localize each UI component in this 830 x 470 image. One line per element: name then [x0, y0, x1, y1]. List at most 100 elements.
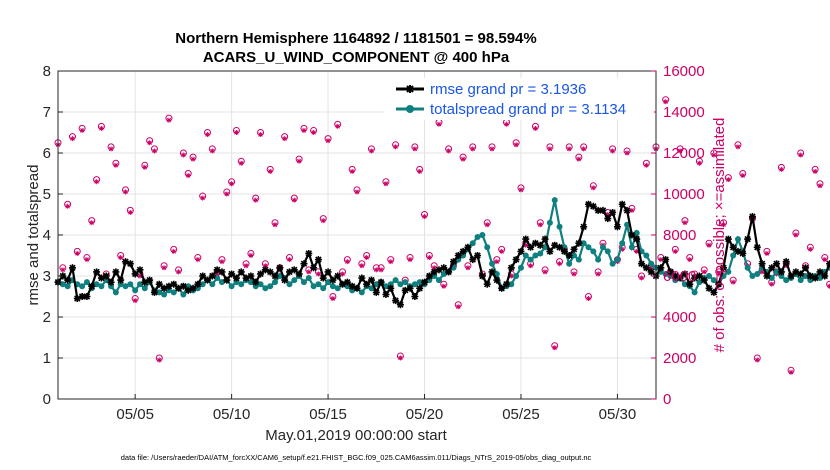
obs-assimilated-point: [643, 162, 649, 168]
rmse-point: [102, 272, 110, 280]
obs-assimilated-point: [340, 271, 346, 277]
totalspread-point: [199, 281, 206, 288]
rmse-point: [88, 282, 96, 290]
y-axis-right-ticks: 0 2000 4000 6000 8000 10000 12000 14000 16000: [651, 63, 705, 408]
rmse-point: [382, 290, 390, 298]
rmse-point: [117, 276, 125, 284]
obs-assimilated-point: [161, 265, 167, 271]
totalspread-point: [546, 219, 553, 226]
y-tick-label: 5: [43, 186, 51, 203]
obs-assimilated-point: [422, 214, 428, 220]
obs-assimilated-point: [812, 168, 818, 174]
rmse-point: [204, 276, 211, 284]
rmse-point: [541, 235, 549, 243]
rmse-point: [416, 284, 424, 292]
totalspread-point: [522, 252, 529, 259]
obs-assimilated-point: [65, 203, 71, 209]
obs-assimilated-point: [233, 130, 239, 135]
rmse-point: [401, 286, 409, 294]
y2-axis-label: # of obs: o=possible; ×=assimilated: [711, 118, 728, 353]
obs-assimilated-point: [224, 191, 230, 197]
rmse-point: [107, 278, 115, 286]
rmse-point: [729, 243, 737, 251]
obs-assimilated-point: [571, 271, 577, 277]
y-tick-label: 2: [43, 309, 51, 326]
rmse-point: [671, 272, 679, 280]
rmse-point: [753, 243, 761, 251]
obs-assimilated-point: [523, 242, 529, 248]
totalspread-point: [411, 281, 418, 288]
obs-assimilated-point: [349, 168, 355, 174]
obs-assimilated-point: [205, 132, 210, 138]
rmse-point: [189, 284, 197, 292]
legend-spread-marker: [406, 105, 414, 113]
rmse-point: [464, 243, 472, 251]
obs-assimilated-point: [171, 248, 177, 254]
obs-assimilated-point: [79, 127, 85, 133]
obs-assimilated-point: [470, 146, 476, 152]
obs-assimilated-point: [176, 269, 182, 275]
obs-assimilated-point: [576, 156, 582, 162]
rmse-point: [170, 280, 178, 288]
obs-assimilated-point: [74, 250, 80, 256]
rmse-point: [773, 260, 781, 268]
obs-assimilated-point: [190, 156, 196, 162]
rmse-point: [666, 268, 674, 276]
rmse-point: [257, 270, 265, 278]
totalspread-point: [247, 279, 254, 286]
y2-tick-label: 14000: [663, 104, 705, 121]
obs-assimilated-point: [431, 265, 437, 271]
rmse-point: [503, 280, 510, 288]
rmse-point: [64, 276, 72, 284]
obs-assimilated-point: [817, 183, 823, 189]
rmse-point: [493, 276, 501, 284]
totalspread-point: [595, 256, 602, 263]
y2-tick-label: 6000: [663, 268, 696, 285]
obs-assimilated-point: [426, 255, 432, 261]
obs-assimilated-point: [248, 253, 254, 258]
obs-assimilated-point: [320, 218, 326, 224]
totalspread-point: [537, 250, 544, 257]
rmse-point: [676, 274, 684, 282]
rmse-point: [536, 241, 544, 249]
rmse-point: [445, 268, 453, 276]
rmse-point: [276, 264, 284, 272]
rmse-point: [777, 268, 785, 276]
totalspread-point: [599, 244, 606, 251]
totalspread-point: [112, 289, 119, 296]
totalspread-point: [734, 236, 741, 243]
rmse-point: [657, 264, 665, 272]
rmse-point: [218, 268, 226, 276]
totalspread-point: [83, 279, 90, 286]
totalspread-point: [590, 248, 597, 255]
rmse-point: [430, 268, 438, 276]
totalspread-point: [532, 252, 539, 259]
totalspread-point: [315, 281, 322, 288]
obs-assimilated-point: [315, 271, 321, 277]
obs-assimilated-point: [460, 156, 466, 162]
totalspread-point: [286, 281, 293, 288]
rmse-point: [179, 282, 187, 290]
obs-assimilated-point: [504, 121, 509, 127]
rmse-point: [126, 260, 134, 268]
obs-assimilated-point: [730, 279, 736, 285]
totalspread-point: [754, 270, 761, 277]
totalspread-point: [628, 244, 635, 251]
rmse-point: [478, 272, 486, 280]
rmse-point: [440, 264, 448, 272]
rmse-point: [623, 206, 631, 214]
y2-tick-label: 16000: [663, 63, 705, 80]
obs-assimilated-point: [513, 142, 519, 148]
rmse-point: [339, 280, 347, 288]
rmse-point: [83, 293, 91, 300]
obs-assimilated-point: [778, 166, 784, 172]
obs-assimilated-point: [658, 257, 664, 263]
rmse-point: [782, 258, 790, 266]
totalspread-point: [334, 285, 341, 292]
y-tick-label: 4: [43, 227, 51, 244]
rmse-point: [454, 252, 462, 259]
totalspread-point: [648, 260, 655, 267]
x-tick-label: 05/20: [406, 406, 444, 423]
totalspread-point: [773, 268, 780, 275]
obs-assimilated-point: [118, 255, 124, 261]
